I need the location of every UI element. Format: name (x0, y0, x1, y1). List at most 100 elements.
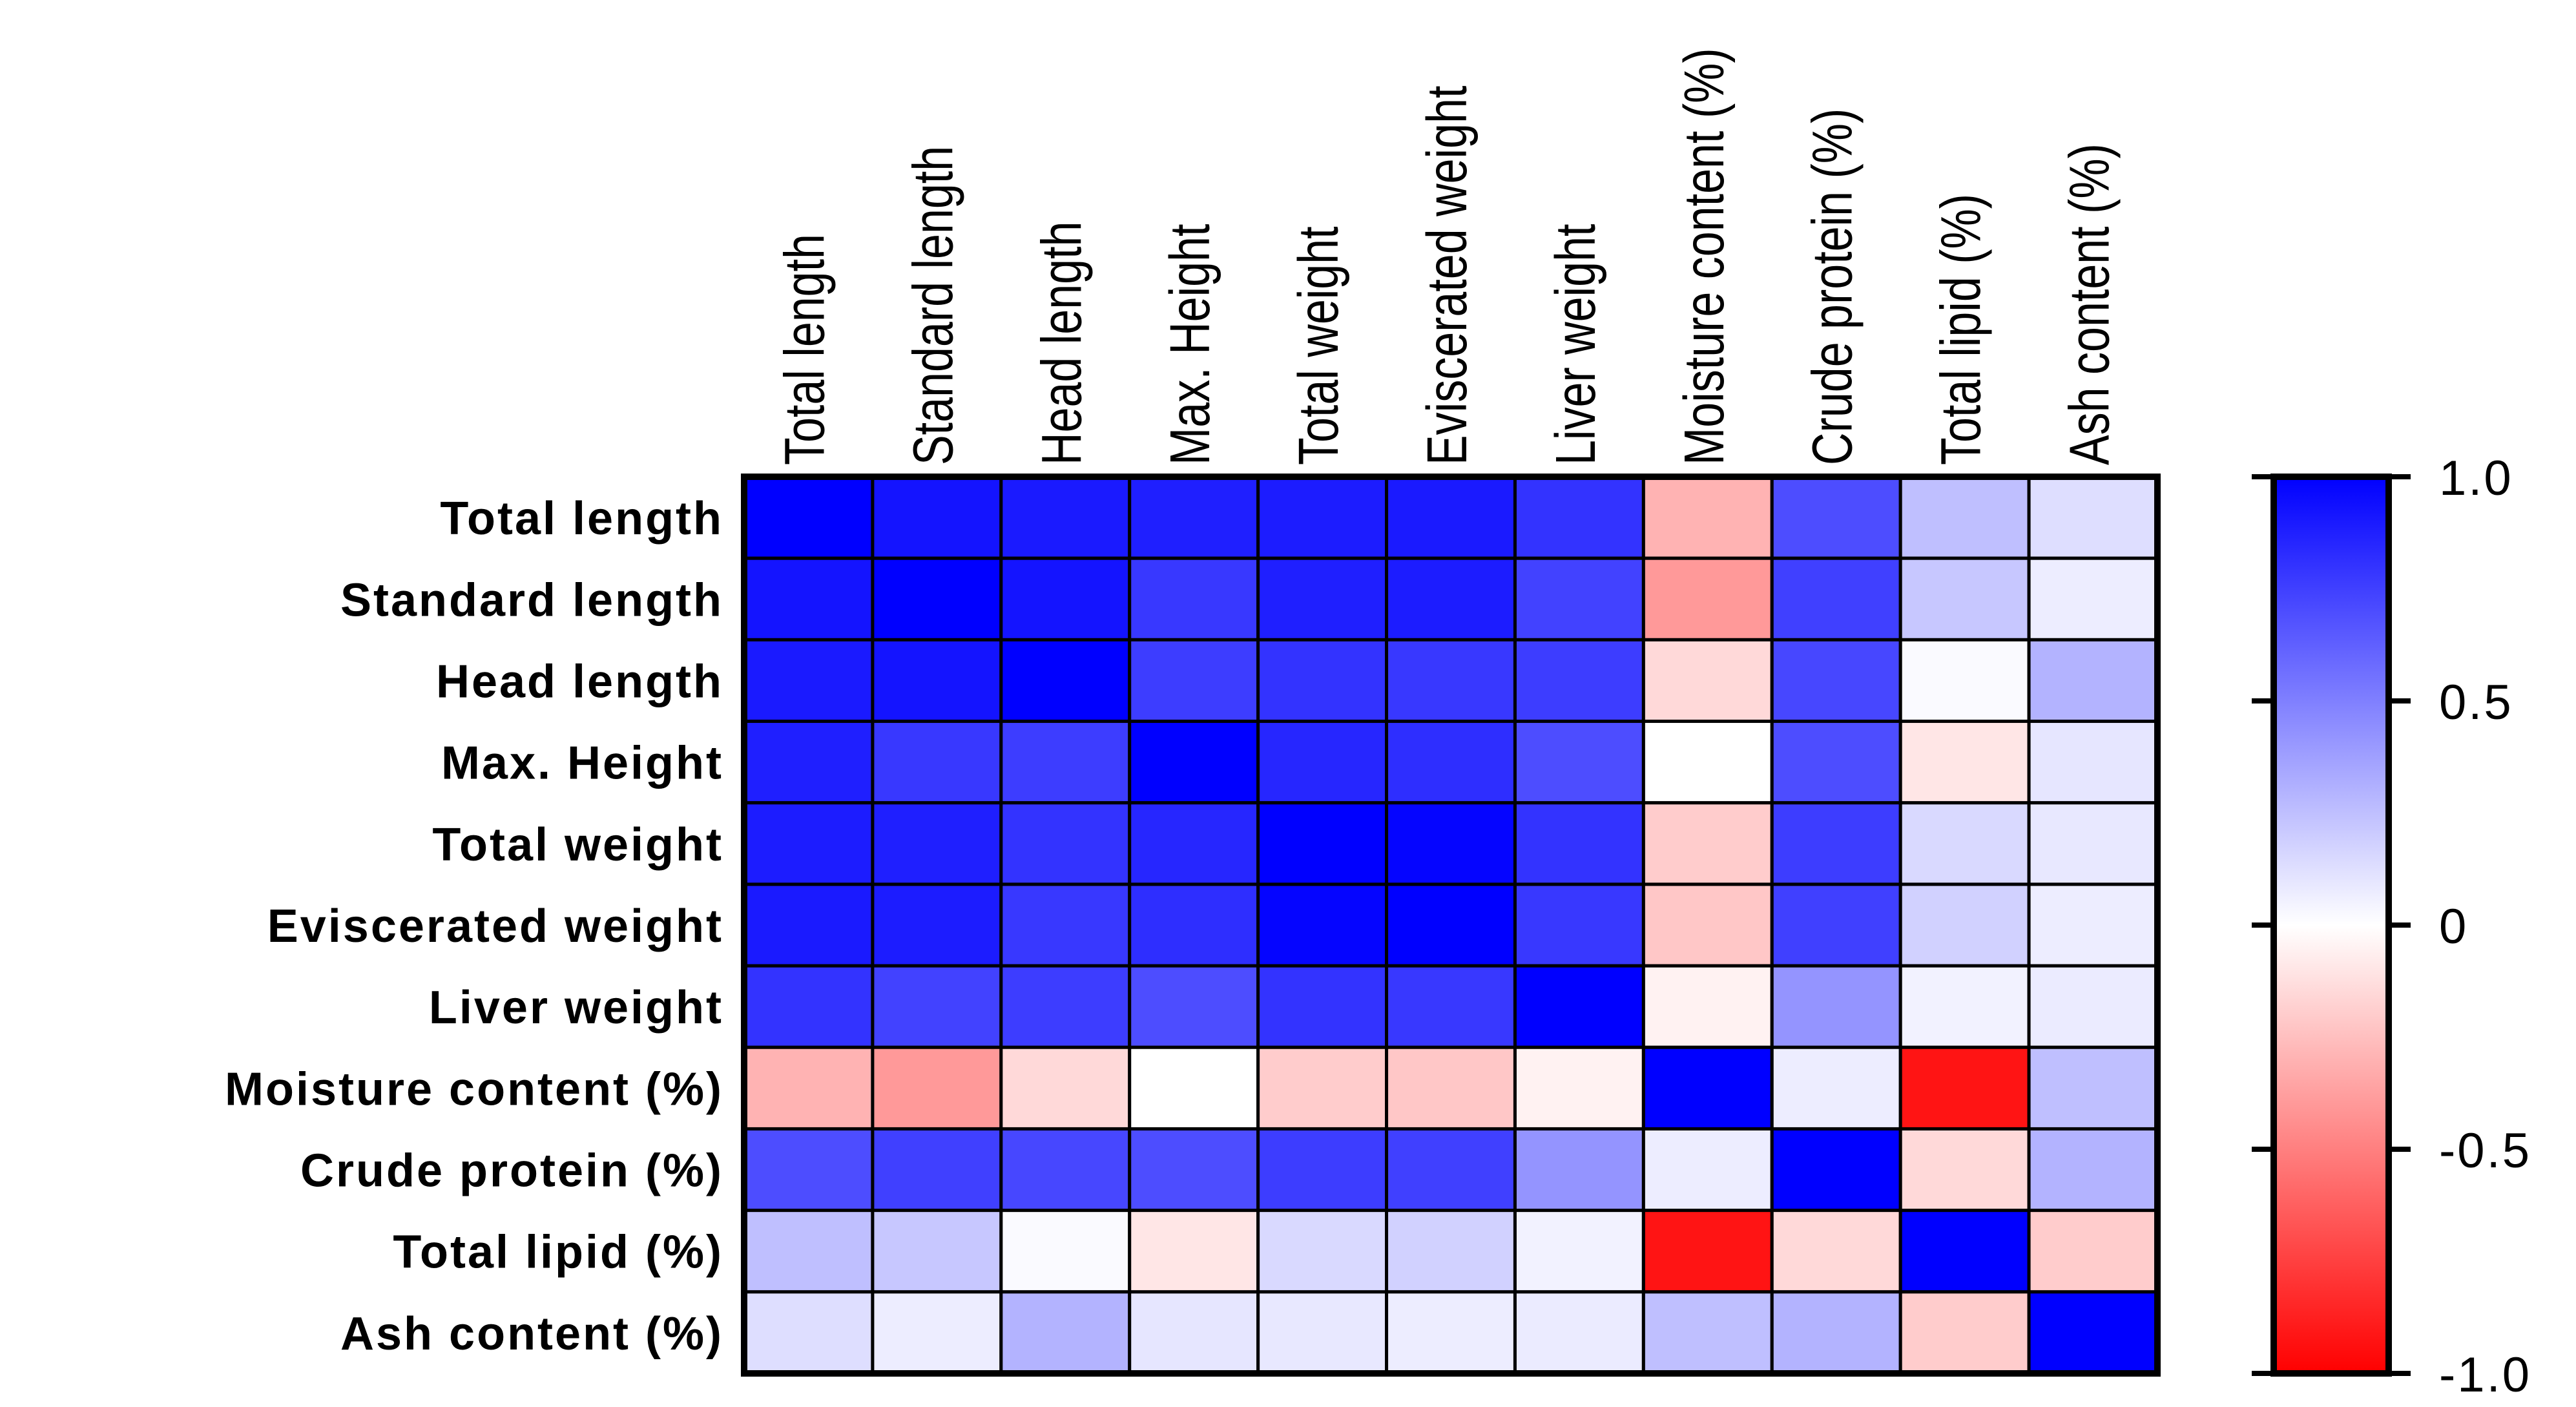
cell-total-length-total-lipid (1898, 475, 2031, 560)
row-label-total-weight: Total weight (432, 819, 723, 871)
cell-liver-weight-max-height (1128, 964, 1260, 1049)
cell-total-length-standard-length (871, 475, 1003, 560)
column-label-total-weight: Total weight (1287, 226, 1350, 465)
cell-total-lipid-max-height (1128, 1209, 1260, 1294)
column-label-liver-weight: Liver weight (1543, 224, 1606, 465)
cell-liver-weight-moisture-content (1641, 964, 1774, 1049)
column-labels: Total length Standard length Head length Ma… (773, 48, 2121, 465)
cell-eviscerated-weight-total-length (742, 882, 875, 968)
cell-moisture-content-total-weight (1256, 1045, 1389, 1131)
heatmap-cells (742, 475, 2159, 1375)
cell-liver-weight-standard-length (871, 964, 1003, 1049)
column-label-ash-content: Ash content (%) (2057, 143, 2121, 465)
cell-total-weight-liver-weight (1513, 801, 1645, 886)
cell-ash-content-total-length (742, 1290, 875, 1375)
column-label-total-lipid: Total lipid (%) (1929, 194, 1992, 465)
column-label-moisture-content: Moisture content (%) (1672, 48, 1735, 465)
cell-total-length-max-height (1128, 475, 1260, 560)
cell-max-height-eviscerated-weight (1385, 720, 1517, 805)
cell-total-lipid-total-length (742, 1209, 875, 1294)
cell-crude-protein-liver-weight (1513, 1127, 1645, 1213)
row-label-ash-content: Ash content (%) (340, 1308, 723, 1360)
cell-liver-weight-total-weight (1256, 964, 1389, 1049)
row-label-eviscerated-weight: Eviscerated weight (267, 901, 723, 952)
cell-total-lipid-standard-length (871, 1209, 1003, 1294)
cell-liver-weight-crude-protein (1770, 964, 1902, 1049)
colorbar-tick-label: -1.0 (2439, 1348, 2531, 1402)
cell-ash-content-max-height (1128, 1290, 1260, 1375)
cell-moisture-content-total-lipid (1898, 1045, 2031, 1131)
cell-liver-weight-total-lipid (1898, 964, 2031, 1049)
cell-total-weight-total-length (742, 801, 875, 886)
cell-eviscerated-weight-ash-content (2027, 882, 2159, 968)
cell-ash-content-ash-content (2027, 1290, 2159, 1375)
cell-crude-protein-ash-content (2027, 1127, 2159, 1213)
cell-standard-length-max-height (1128, 556, 1260, 641)
cell-moisture-content-head-length (999, 1045, 1132, 1131)
cell-head-length-total-weight (1256, 638, 1389, 724)
cell-head-length-ash-content (2027, 638, 2159, 724)
row-label-standard-length: Standard length (340, 574, 723, 626)
cell-moisture-content-standard-length (871, 1045, 1003, 1131)
cell-ash-content-moisture-content (1641, 1290, 1774, 1375)
cell-max-height-total-weight (1256, 720, 1389, 805)
cell-head-length-eviscerated-weight (1385, 638, 1517, 724)
cell-crude-protein-crude-protein (1770, 1127, 1902, 1213)
cell-total-lipid-total-weight (1256, 1209, 1389, 1294)
colorbar-tick-label: 1.0 (2439, 451, 2513, 506)
cell-crude-protein-eviscerated-weight (1385, 1127, 1517, 1213)
colorbar-gradient (2270, 474, 2392, 1377)
cell-ash-content-head-length (999, 1290, 1132, 1375)
column-label-head-length: Head length (1030, 222, 1093, 465)
cell-total-length-head-length (999, 475, 1132, 560)
cell-moisture-content-max-height (1128, 1045, 1260, 1131)
cell-max-height-standard-length (871, 720, 1003, 805)
cell-max-height-liver-weight (1513, 720, 1645, 805)
cell-liver-weight-total-length (742, 964, 875, 1049)
cell-ash-content-total-weight (1256, 1290, 1389, 1375)
cell-ash-content-total-lipid (1898, 1290, 2031, 1375)
cell-eviscerated-weight-total-weight (1256, 882, 1389, 968)
cell-liver-weight-head-length (999, 964, 1132, 1049)
cell-total-length-total-weight (1256, 475, 1389, 560)
cell-ash-content-crude-protein (1770, 1290, 1902, 1375)
cell-eviscerated-weight-head-length (999, 882, 1132, 968)
cell-head-length-standard-length (871, 638, 1003, 724)
cell-total-lipid-total-lipid (1898, 1209, 2031, 1294)
cell-head-length-total-length (742, 638, 875, 724)
cell-standard-length-total-length (742, 556, 875, 641)
cell-standard-length-standard-length (871, 556, 1003, 641)
colorbar-tick-label: 0 (2439, 899, 2468, 954)
column-label-eviscerated-weight: Eviscerated weight (1415, 86, 1478, 465)
cell-liver-weight-eviscerated-weight (1385, 964, 1517, 1049)
colorbar-ticks: 1.0 0.5 0 -0.5 -1.0 (2252, 451, 2531, 1402)
cell-total-weight-eviscerated-weight (1385, 801, 1517, 886)
cell-total-length-moisture-content (1641, 475, 1774, 560)
cell-max-height-crude-protein (1770, 720, 1902, 805)
cell-total-lipid-crude-protein (1770, 1209, 1902, 1294)
cell-ash-content-eviscerated-weight (1385, 1290, 1517, 1375)
cell-moisture-content-total-length (742, 1045, 875, 1131)
cell-head-length-total-lipid (1898, 638, 2031, 724)
row-label-liver-weight: Liver weight (429, 982, 723, 1034)
cell-total-weight-head-length (999, 801, 1132, 886)
column-label-crude-protein: Crude protein (%) (1800, 109, 1864, 465)
cell-crude-protein-moisture-content (1641, 1127, 1774, 1213)
cell-standard-length-liver-weight (1513, 556, 1645, 641)
colorbar-tick-label: -0.5 (2439, 1123, 2531, 1178)
cell-standard-length-eviscerated-weight (1385, 556, 1517, 641)
cell-total-lipid-head-length (999, 1209, 1132, 1294)
cell-head-length-liver-weight (1513, 638, 1645, 724)
cell-eviscerated-weight-total-lipid (1898, 882, 2031, 968)
column-label-standard-length: Standard length (901, 146, 964, 465)
cell-eviscerated-weight-eviscerated-weight (1385, 882, 1517, 968)
heatmap-frame (741, 474, 2161, 1377)
cell-ash-content-liver-weight (1513, 1290, 1645, 1375)
row-label-total-lipid: Total lipid (%) (393, 1227, 723, 1278)
cell-crude-protein-head-length (999, 1127, 1132, 1213)
cell-total-length-crude-protein (1770, 475, 1902, 560)
row-label-max-height: Max. Height (441, 738, 723, 789)
cell-total-lipid-liver-weight (1513, 1209, 1645, 1294)
cell-standard-length-moisture-content (1641, 556, 1774, 641)
cell-head-length-moisture-content (1641, 638, 1774, 724)
